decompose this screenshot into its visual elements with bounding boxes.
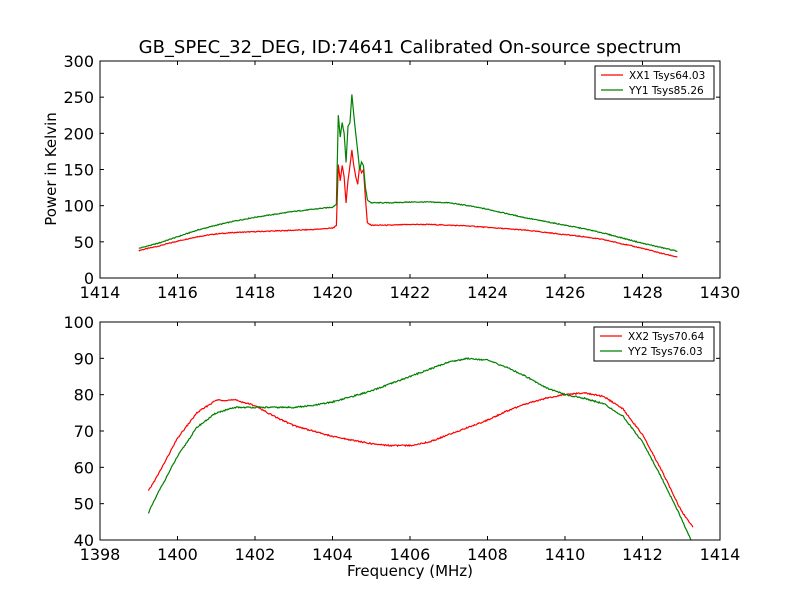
chart-title: GB_SPEC_32_DEG, ID:74641 Calibrated On-s…: [139, 37, 682, 58]
y-tick-label: 80: [74, 386, 94, 405]
y-axis-label-top: Power in Kelvin: [42, 112, 60, 226]
y-tick-label: 90: [74, 349, 94, 368]
x-tick-label: 1422: [390, 283, 431, 302]
x-tick-label: 1418: [235, 283, 276, 302]
legend-box: [594, 65, 715, 100]
y-tick-label: 50: [74, 495, 94, 514]
top-panel: 1414 1416 1418 1420 1422 1424 1426 1428 1430 0 50 1…: [63, 52, 740, 302]
x-tick-label: 1416: [157, 283, 198, 302]
y-tick-label: 250: [63, 88, 94, 107]
x-tick-label: 1410: [545, 545, 586, 564]
legend: XX2 Tsys70.64 YY2 Tsys76.03: [593, 326, 715, 362]
y-tick-label: 100: [63, 197, 94, 216]
legend-label: YY2 Tsys76.03: [627, 346, 703, 358]
y-tick-label: 150: [63, 161, 94, 180]
x-tick-label: 1412: [622, 545, 663, 564]
bottom-panel: 1398 1400 1402 1404 1406 1408 1410 1412 1414 40 50…: [63, 313, 740, 564]
legend-label: XX1 Tsys64.03: [629, 70, 705, 82]
x-tick-label: 1408: [467, 545, 508, 564]
series-line-xx2: [147, 391, 694, 528]
legend-label: YY1 Tsys85.26: [628, 85, 704, 97]
legend: XX1 Tsys64.03 YY1 Tsys85.26: [594, 65, 715, 100]
x-tick-label: 1398: [80, 545, 121, 564]
legend-box: [593, 326, 715, 362]
series-line-yy1: [138, 94, 678, 252]
y-tick-label: 0: [84, 269, 94, 288]
y-tick-label: 100: [63, 313, 94, 332]
x-tick-label: 1406: [390, 545, 431, 564]
y-tick-label: 50: [74, 233, 94, 252]
x-tick-label: 1426: [545, 283, 586, 302]
x-tick-label: 1414: [700, 545, 741, 564]
x-tick-label: 1402: [235, 545, 276, 564]
x-tick-label: 1400: [157, 545, 198, 564]
series-line-yy2: [147, 356, 692, 540]
x-tick-label: 1424: [467, 283, 508, 302]
x-tick-label: 1414: [80, 283, 121, 302]
y-tick-label: 60: [74, 458, 94, 477]
y-tick-label: 200: [63, 124, 94, 143]
y-tick-label: 40: [74, 531, 94, 550]
x-tick-label: 1420: [312, 283, 353, 302]
x-tick-label: 1428: [622, 283, 663, 302]
x-axis-label-bottom: Frequency (MHz): [347, 562, 473, 580]
x-tick-label: 1404: [312, 545, 353, 564]
legend-label: XX2 Tsys70.64: [628, 331, 705, 343]
series-line-xx1: [138, 149, 678, 258]
x-tick-label: 1430: [700, 283, 741, 302]
y-tick-label: 300: [63, 52, 94, 71]
y-tick-label: 70: [74, 422, 94, 441]
